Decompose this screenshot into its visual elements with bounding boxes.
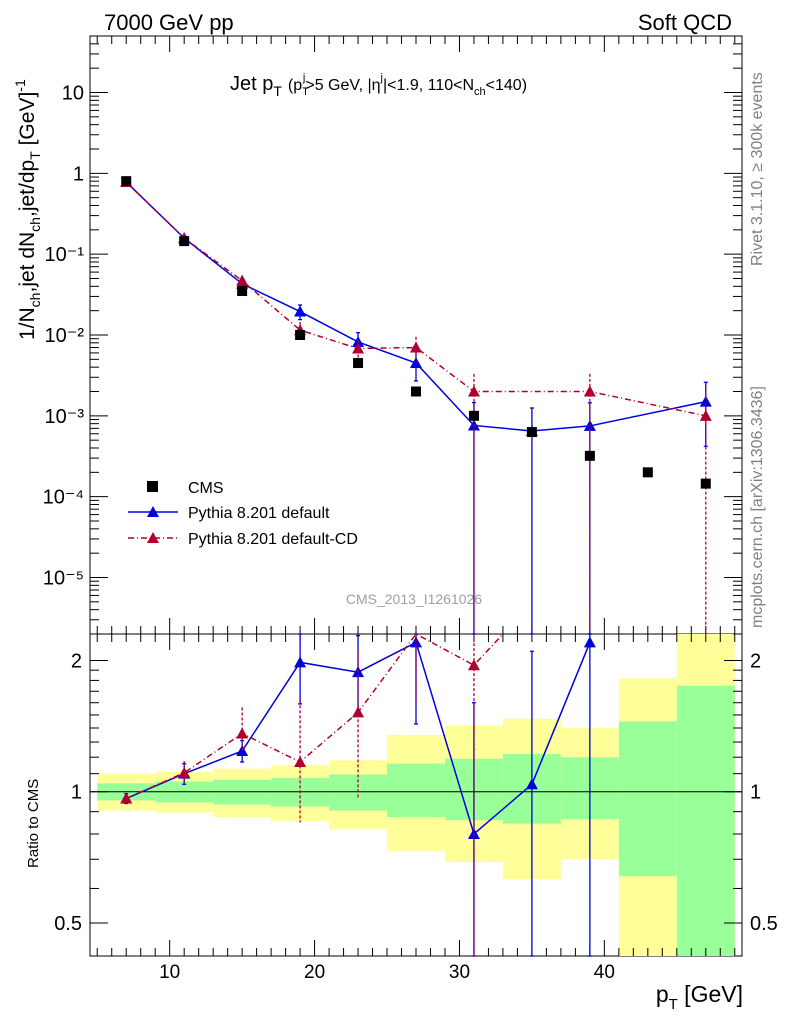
point-cms — [353, 358, 364, 369]
svg-text:Pythia 8.201 default: Pythia 8.201 default — [188, 505, 330, 522]
legend-entry-default: Pythia 8.201 default — [128, 505, 330, 522]
ratio-point-pythia-default-cd — [352, 706, 365, 718]
legend-marker-triangle — [147, 532, 159, 543]
y-tick-label: 10⁻³ — [45, 406, 85, 428]
mcplots-label: mcplots.cern.ch [arXiv:1306.3436] — [749, 386, 766, 628]
ratio-point-pythia-default-cd — [120, 792, 133, 804]
y-tick-label: 10⁻¹ — [45, 244, 85, 266]
series-pythia-default-cd — [120, 176, 712, 634]
point-pythia-default — [699, 395, 712, 407]
ratio-line-pythia-default-cd — [125, 633, 504, 800]
point-pythia-default-cd — [467, 385, 480, 397]
x-axis-label: pT [GeV] — [656, 981, 743, 1013]
collision-label: 7000 GeV pp — [104, 10, 234, 35]
ratio-point-pythia-default-cd — [294, 755, 307, 767]
series-cms — [121, 176, 711, 489]
legend: CMS Pythia 8.201 default Pythia 8.201 de… — [128, 480, 358, 548]
point-pythia-default-cd — [583, 385, 596, 397]
x-tick-label: 10 — [159, 962, 180, 983]
green-band-bin — [618, 721, 677, 877]
point-cms — [700, 478, 711, 489]
y-axis-label: 1/Nch,jet dNch,jet/dpT [GeV]-1 — [12, 79, 43, 340]
ratio-y-tick-label: 1 — [71, 782, 82, 804]
ratio-point-pythia-default-cd — [236, 727, 249, 739]
legend-marker-square — [147, 481, 158, 492]
point-cms — [179, 236, 190, 247]
point-cms — [411, 386, 421, 397]
point-pythia-default-cd — [410, 341, 422, 353]
point-cms — [121, 176, 132, 187]
ratio-y-tick-label: 0.5 — [54, 913, 82, 935]
x-tick-label: 40 — [594, 962, 615, 983]
point-cms — [526, 427, 537, 438]
ratio-point-pythia-default-cd — [178, 766, 191, 778]
point-pythia-default — [294, 305, 307, 317]
green-band-bin — [387, 763, 445, 818]
legend-entry-default-cd: Pythia 8.201 default-CD — [128, 531, 358, 548]
ratio-point-pythia-default-cd — [467, 659, 480, 671]
ratio-y-tick-label: 2 — [71, 650, 82, 672]
x-tick-label: 20 — [304, 962, 325, 983]
plot-title: Jet pT (pTj>5 GeV, |ηj|<1.9, 110<Nch<140) — [230, 72, 527, 99]
analysis-watermark: CMS_2013_I1261026 — [346, 591, 482, 607]
line-pythia-default — [125, 181, 706, 432]
ratio-y-tick-label-right: 2 — [750, 650, 761, 672]
point-pythia-default-cd — [352, 342, 365, 354]
ratio-y-tick-label-right: 0.5 — [750, 913, 778, 935]
ratio-point-pythia-default — [294, 656, 307, 668]
legend-entry-cms: CMS — [147, 480, 224, 497]
point-pythia-default-cd — [699, 409, 712, 421]
rivet-version-label: Rivet 3.1.10, ≥ 300k events — [749, 72, 766, 266]
y-tick-label: 10⁻⁵ — [43, 567, 84, 589]
ratio-y-axis-label: Ratio to CMS — [25, 779, 42, 868]
point-cms — [642, 467, 653, 478]
ratio-point-pythia-default — [525, 778, 538, 790]
point-cms — [237, 286, 248, 297]
ratio-y-tick-label-right: 1 — [750, 782, 761, 804]
series-pythia-default — [120, 176, 712, 635]
point-cms — [295, 330, 306, 340]
y-tick-label: 1 — [73, 163, 84, 185]
green-band-bin — [676, 685, 735, 956]
category-label: Soft QCD — [638, 10, 732, 35]
ratio-series-pythia-default-cd — [120, 633, 504, 956]
point-pythia-default-cd — [236, 274, 249, 286]
y-tick-label: 10 — [62, 83, 84, 105]
y-tick-label: 10⁻² — [45, 325, 85, 347]
legend-marker-triangle — [147, 506, 159, 517]
svg-text:CMS: CMS — [188, 480, 224, 497]
x-tick-label: 30 — [449, 962, 470, 983]
axes: 10⁻⁵ 10⁻⁴ 10⁻³ 10⁻² 10⁻¹ 1 10 10 20 30 40 0.5 0.5 1 1 2… — [43, 35, 778, 983]
ratio-point-pythia-default — [583, 636, 596, 648]
point-cms — [584, 450, 595, 461]
y-tick-label: 10⁻⁴ — [43, 487, 84, 509]
point-cms — [468, 410, 479, 421]
series — [120, 176, 712, 957]
svg-text:Pythia 8.201 default-CD: Pythia 8.201 default-CD — [188, 531, 358, 548]
